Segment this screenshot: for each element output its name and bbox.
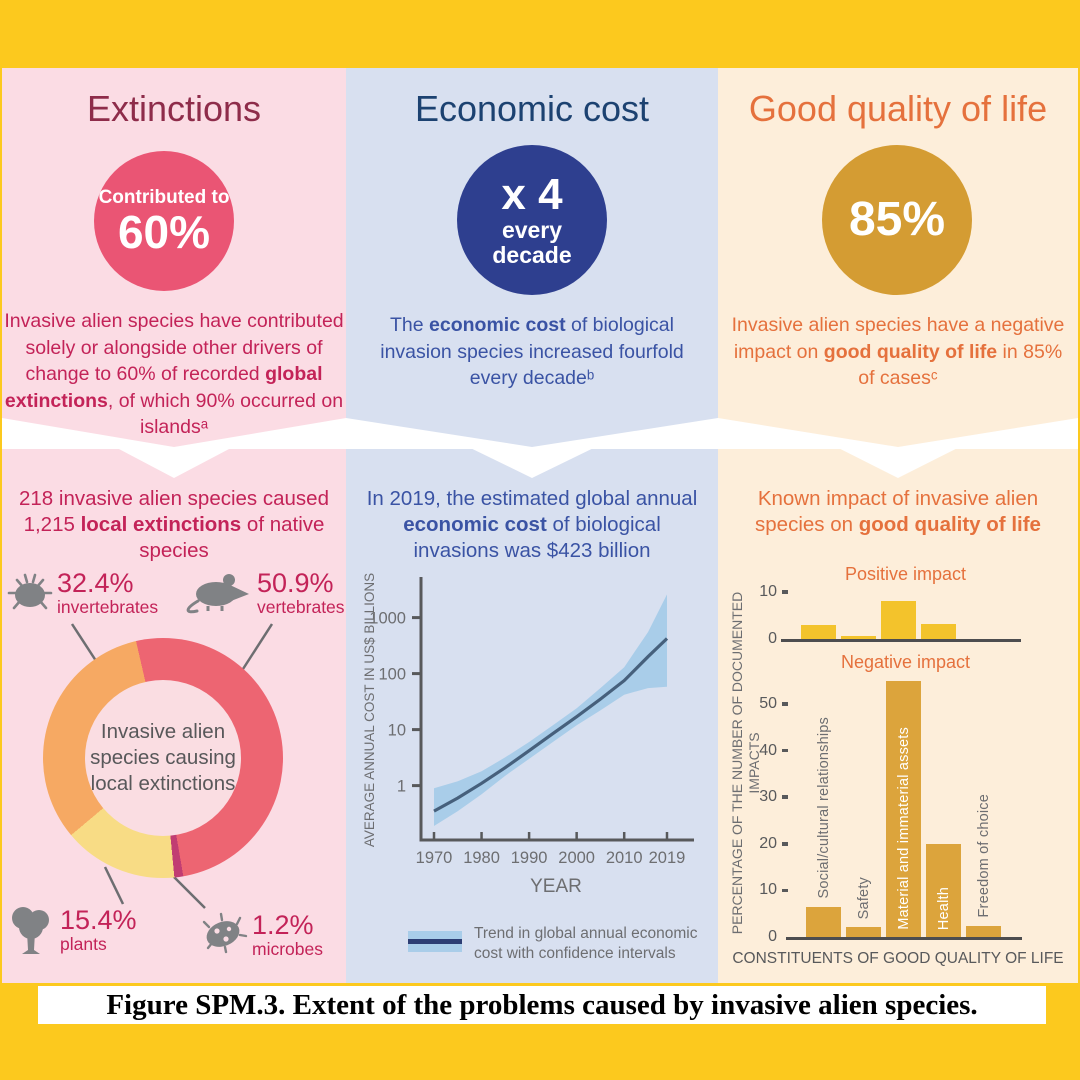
negative-impact-bar <box>846 927 881 937</box>
good-quality-stat-circle: 85% <box>822 145 972 295</box>
local-extinctions-heading: 218 invasive alien species caused 1,215 … <box>19 487 329 562</box>
legend-swatch <box>408 931 462 952</box>
impacts-x-axis-title: CONSTITUENTS OF GOOD QUALITY OF LIFE <box>732 950 1064 967</box>
svg-text:100: 100 <box>378 666 406 684</box>
invertebrates-percent: 32.4% <box>57 568 134 598</box>
good-quality-of-life-panel: Good quality of life 85% Invasive alien … <box>718 68 1078 983</box>
positive-impact-bar <box>921 624 956 639</box>
negative-impact-bar <box>966 925 1001 937</box>
economic-cost-stat-circle: x 4 every decade <box>457 145 607 295</box>
positive-impact-label: Positive impact <box>844 564 967 584</box>
category-label: Social/cultural relationships <box>816 717 832 899</box>
negative-impact-axis <box>786 937 1022 940</box>
negative-impact-bar <box>926 843 961 937</box>
plants-percent: 15.4% <box>60 905 137 935</box>
category-label: Safety <box>856 876 872 920</box>
economic-cost-2019-heading: In 2019, the estimated global annual eco… <box>366 487 698 562</box>
chevron-divider <box>2 418 346 478</box>
svg-text:1990: 1990 <box>511 849 548 867</box>
good-quality-body-text: Invasive alien species have a negative i… <box>731 314 1065 389</box>
chevron-divider <box>718 418 1078 478</box>
positive-impact-bar <box>881 601 916 639</box>
confidence-band <box>434 594 667 826</box>
chevron-divider <box>346 418 718 478</box>
stat-circle-caption2: decade <box>492 242 572 268</box>
invertebrates-label: invertebrates <box>57 597 159 617</box>
negative-impact-label: Negative impact <box>840 652 971 672</box>
x-axis-title: YEAR <box>530 876 582 897</box>
stat-circle-value: 60% <box>117 206 211 258</box>
good-quality-of-life-title: Good quality of life <box>748 88 1048 129</box>
tick-icon <box>7 573 53 610</box>
y-axis-title: AVERAGE ANNUAL COST IN US$ BILLIONS <box>362 573 377 847</box>
extinctions-title: Extinctions <box>86 88 262 129</box>
extinctions-body-text: Invasive alien species have contributed … <box>4 310 344 438</box>
negative-impact-bar <box>886 680 921 937</box>
category-label: Material and immaterial assets <box>896 727 912 930</box>
positive-impact-bar <box>841 636 876 639</box>
vertebrates-percent: 50.9% <box>257 568 334 598</box>
extinctions-stat-circle: Contributed to 60% <box>94 151 234 291</box>
microbe-icon <box>202 912 248 954</box>
economic-cost-body-text: The economic cost of biological invasion… <box>380 314 684 389</box>
svg-text:10: 10 <box>388 722 406 740</box>
stat-circle-caption: every <box>501 217 563 243</box>
svg-text:1: 1 <box>397 778 406 796</box>
negative-impact-y-ticks: 50 40 30 20 10 0 <box>740 677 788 945</box>
positive-impact-chart <box>781 587 1021 642</box>
economic-cost-line-chart: AVERAGE ANNUAL COST IN US$ BILLIONS 1000… <box>362 573 694 897</box>
known-impact-heading: Known impact of invasive alien species o… <box>755 487 1041 536</box>
donut-center-label: Invasive alien species causing local ext… <box>85 680 241 836</box>
category-label: Freedom of choice <box>976 794 992 918</box>
svg-text:2010: 2010 <box>606 849 643 867</box>
extinctions-panel: Extinctions Contributed to 60% Invasive … <box>2 68 346 983</box>
category-label: Health <box>936 886 952 930</box>
donut-chart: Invasive alien species causing local ext… <box>43 638 283 878</box>
svg-text:1980: 1980 <box>463 849 500 867</box>
trend-line <box>433 637 669 813</box>
figure-caption: Figure SPM.3. Extent of the problems cau… <box>38 986 1046 1024</box>
microbes-label: microbes <box>252 939 323 959</box>
rat-icon <box>186 574 249 614</box>
stat-circle-caption: Contributed to <box>98 187 230 208</box>
plants-label: plants <box>60 934 107 954</box>
tree-icon <box>12 907 49 954</box>
stat-circle-value: 85% <box>848 193 946 246</box>
svg-text:2019: 2019 <box>649 849 686 867</box>
invertebrates-callout: 32.4% invertebrates <box>57 569 158 617</box>
plants-callout: 15.4% plants <box>60 906 137 954</box>
vertebrates-callout: 50.9% vertebrates <box>257 569 345 617</box>
microbes-callout: 1.2% microbes <box>252 911 323 959</box>
stat-circle-value: x 4 <box>501 170 563 219</box>
negative-impact-chart: Social/cultural relationships Safety Mater… <box>786 677 1022 940</box>
economic-cost-title: Economic cost <box>414 88 650 129</box>
negative-impact-bar <box>806 906 841 937</box>
legend-text: Trend in global annual economic cost wit… <box>474 925 698 962</box>
svg-text:2000: 2000 <box>558 849 595 867</box>
economic-cost-panel: Economic cost x 4 every decade The econo… <box>346 68 718 983</box>
positive-impact-bar <box>801 625 836 639</box>
vertebrates-label: vertebrates <box>257 597 345 617</box>
microbes-percent: 1.2% <box>252 910 314 940</box>
positive-impact-y-ticks: 10 0 <box>740 583 788 647</box>
svg-text:1000: 1000 <box>369 610 406 628</box>
svg-text:1970: 1970 <box>416 849 453 867</box>
y-axis: 1000 100 10 1 <box>369 577 423 841</box>
positive-impact-axis <box>781 639 1021 642</box>
x-axis: 1970 1980 1990 2000 2010 2019 <box>416 832 694 867</box>
